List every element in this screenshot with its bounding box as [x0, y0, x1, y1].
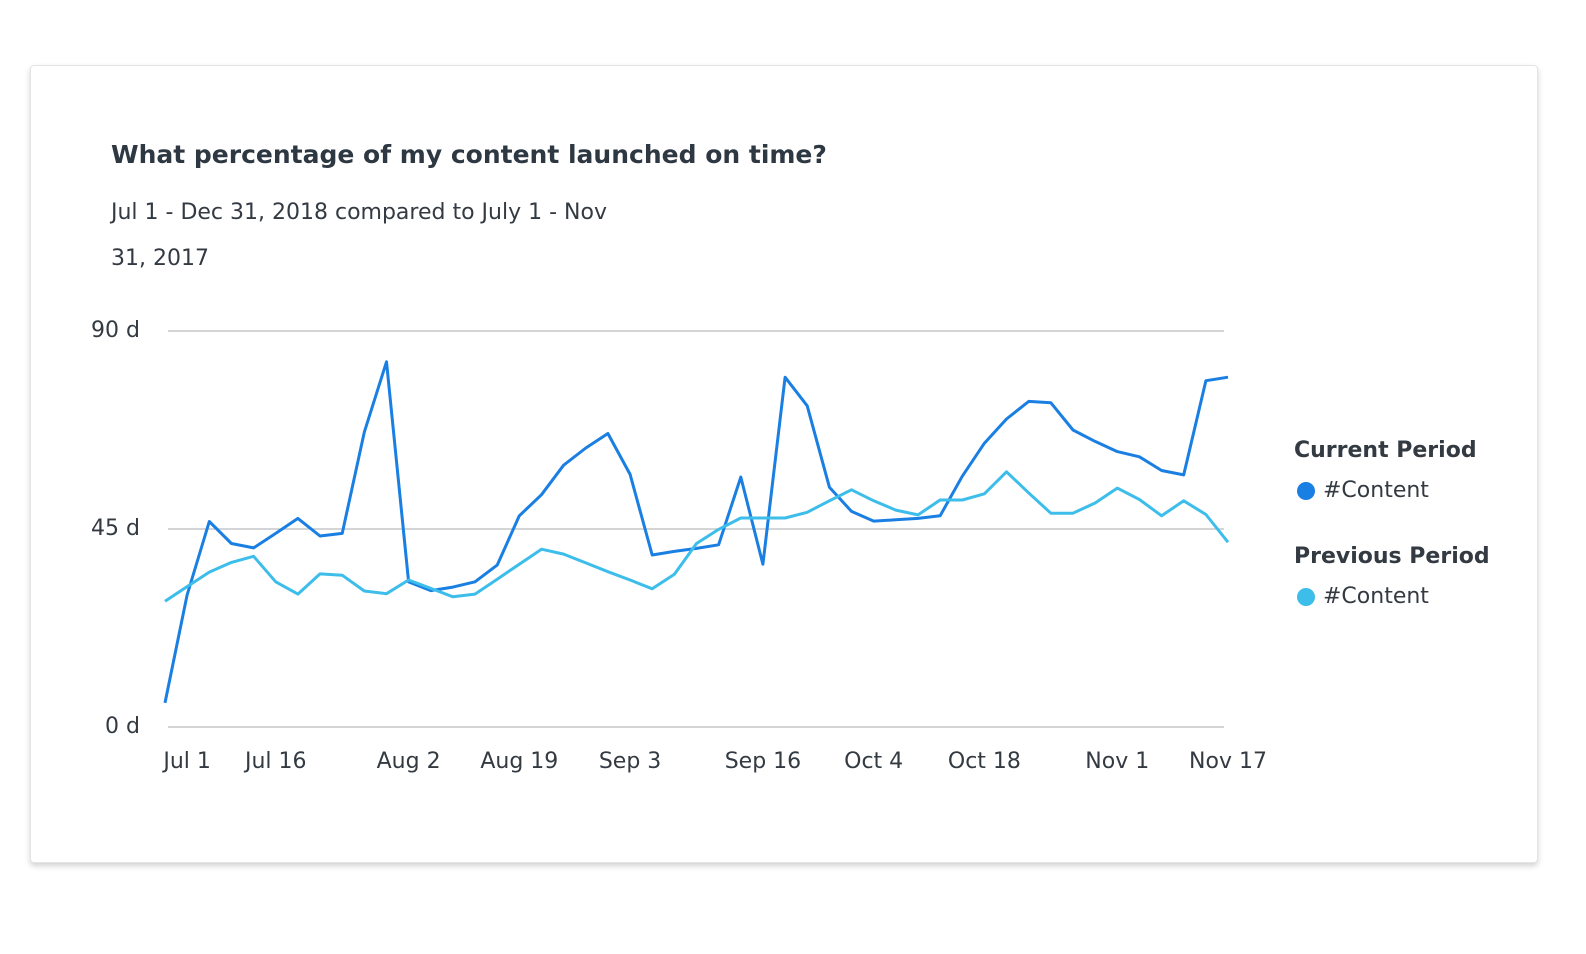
legend-group: Previous Period	[1294, 544, 1490, 569]
x-tick-label: Jul 16	[243, 749, 307, 774]
x-tick-label: Aug 2	[377, 749, 441, 774]
legend-swatch	[1297, 588, 1315, 606]
x-tick-label: Sep 3	[599, 749, 661, 774]
x-tick-label: Nov 1	[1085, 749, 1149, 774]
x-tick-label: Jul 1	[161, 749, 211, 774]
card	[30, 65, 1538, 863]
x-tick-label: Oct 18	[948, 749, 1021, 774]
x-tick-label: Oct 4	[844, 749, 903, 774]
legend-label: #Content	[1323, 478, 1429, 503]
legend-group: Current Period	[1294, 438, 1477, 463]
chart-title: What percentage of my content launched o…	[111, 140, 827, 169]
series-line	[163, 360, 1229, 704]
x-tick-label: Aug 19	[480, 749, 558, 774]
legend-swatch	[1297, 482, 1315, 500]
x-tick-label: Nov 17	[1189, 749, 1267, 774]
chart-subtitle: Jul 1 - Dec 31, 2018 compared to July 1 …	[111, 200, 607, 271]
y-tick-label: 90 d	[91, 318, 140, 343]
y-tick-label: 0 d	[105, 714, 140, 739]
y-tick-label: 45 d	[91, 516, 140, 541]
x-tick-label: Sep 16	[725, 749, 801, 774]
series-line	[164, 470, 1230, 603]
legend-label: #Content	[1323, 584, 1429, 609]
